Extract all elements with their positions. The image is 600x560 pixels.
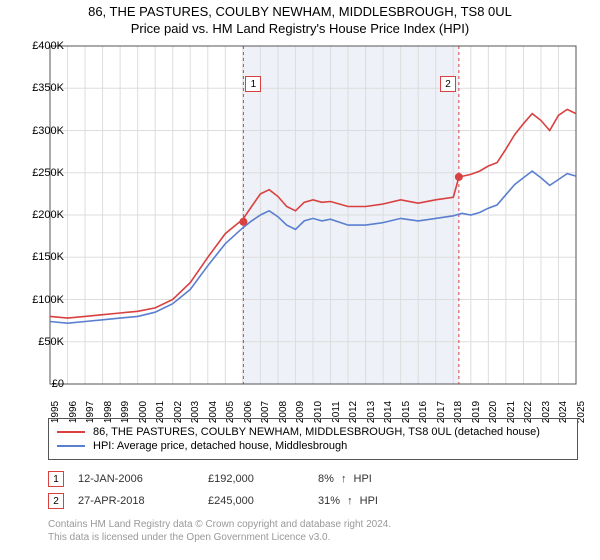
y-tick-label: £300K [18, 125, 64, 137]
sale-date: 12-JAN-2006 [78, 473, 208, 485]
up-arrow-icon: ↑ [347, 495, 353, 507]
y-tick-label: £100K [18, 294, 64, 306]
up-arrow-icon: ↑ [341, 473, 347, 485]
chart [48, 44, 578, 404]
legend-swatch [57, 445, 85, 447]
y-tick-label: £50K [18, 336, 64, 348]
y-tick-label: £0 [18, 378, 64, 390]
y-tick-label: £400K [18, 40, 64, 52]
sales-block: 1 12-JAN-2006£192,0008% ↑ HPI 2 27-APR-2018… [48, 468, 578, 512]
legend-label: HPI: Average price, detached house, Midd… [93, 440, 347, 452]
chart-sale-marker: 2 [440, 76, 456, 92]
copyright: Contains HM Land Registry data © Crown c… [48, 518, 578, 544]
legend-label: 86, THE PASTURES, COULBY NEWHAM, MIDDLES… [93, 426, 540, 438]
y-tick-label: £350K [18, 82, 64, 94]
sale-suffix: HPI [357, 495, 378, 507]
sale-pct: 8% ↑ HPI [318, 473, 438, 485]
title-line-1: 86, THE PASTURES, COULBY NEWHAM, MIDDLES… [0, 4, 600, 21]
sale-date: 27-APR-2018 [78, 495, 208, 507]
y-tick-label: £200K [18, 209, 64, 221]
sale-marker: 1 [48, 471, 64, 487]
sale-marker: 2 [48, 493, 64, 509]
sale-pct: 31% ↑ HPI [318, 495, 438, 507]
copyright-line-2: This data is licensed under the Open Gov… [48, 531, 578, 544]
legend-row: HPI: Average price, detached house, Midd… [57, 439, 569, 453]
y-tick-label: £250K [18, 167, 64, 179]
y-tick-label: £150K [18, 251, 64, 263]
sale-price: £245,000 [208, 495, 318, 507]
title-line-2: Price paid vs. HM Land Registry's House … [0, 21, 600, 38]
sale-row: 1 12-JAN-2006£192,0008% ↑ HPI [48, 468, 578, 490]
legend-swatch [57, 431, 85, 433]
sale-row: 2 27-APR-2018£245,00031% ↑ HPI [48, 490, 578, 512]
legend: 86, THE PASTURES, COULBY NEWHAM, MIDDLES… [48, 418, 578, 460]
chart-sale-marker: 1 [245, 76, 261, 92]
sale-price: £192,000 [208, 473, 318, 485]
sale-suffix: HPI [350, 473, 371, 485]
copyright-line-1: Contains HM Land Registry data © Crown c… [48, 518, 578, 531]
legend-row: 86, THE PASTURES, COULBY NEWHAM, MIDDLES… [57, 425, 569, 439]
